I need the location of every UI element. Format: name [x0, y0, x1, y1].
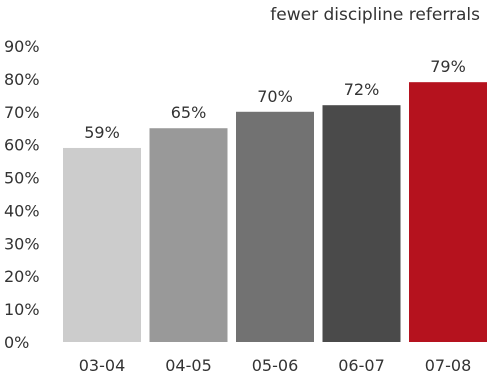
chart-title: fewer discipline referrals [270, 5, 480, 25]
bar-05-06 [236, 111, 314, 343]
y-tick-label: 90% [4, 37, 40, 56]
bar-value-label: 70% [257, 87, 293, 106]
y-axis: 0% 10% 20% 30% 40% 50% 60% 70% 80% 90% [4, 37, 40, 352]
bar-07-08 [409, 82, 487, 342]
bar-04-05 [149, 128, 228, 342]
x-tick-label: 07-08 [425, 356, 472, 375]
bar-value-label: 65% [171, 103, 207, 122]
x-tick-label: 05-06 [252, 356, 299, 375]
y-tick-label: 10% [4, 300, 40, 319]
bar-data-labels: 59% 65% 70% 72% 79% [84, 57, 466, 142]
y-tick-label: 20% [4, 267, 40, 286]
x-axis: 03-04 04-05 05-06 06-07 07-08 [79, 356, 472, 375]
y-tick-label: 0% [4, 333, 29, 352]
bar-06-07 [322, 105, 401, 342]
bar-value-label: 59% [84, 123, 120, 142]
x-tick-label: 06-07 [338, 356, 385, 375]
bar-value-label: 79% [430, 57, 466, 76]
y-tick-label: 30% [4, 234, 40, 253]
bar-value-label: 72% [344, 80, 380, 99]
x-tick-label: 04-05 [165, 356, 212, 375]
bars [63, 82, 487, 343]
y-tick-label: 40% [4, 201, 40, 220]
y-tick-label: 80% [4, 70, 40, 89]
x-tick-label: 03-04 [79, 356, 126, 375]
y-tick-label: 60% [4, 136, 40, 155]
y-tick-label: 70% [4, 103, 40, 122]
y-tick-label: 50% [4, 169, 40, 188]
bar-03-04 [63, 147, 141, 342]
